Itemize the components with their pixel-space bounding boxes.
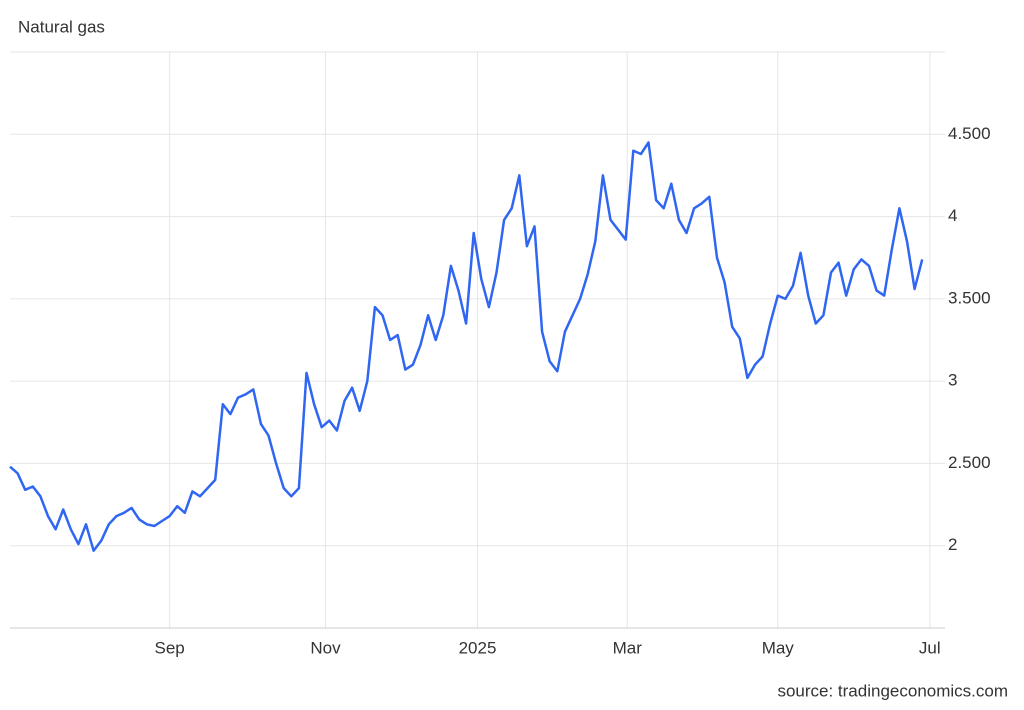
x-tick-label: Nov [310,638,341,657]
x-tick-label: Sep [155,638,185,657]
source: source: tradingeconomics.com [777,681,1008,700]
y-tick-label: 2.500 [948,453,991,472]
x-tick-label: 2025 [459,638,497,657]
y-tick-label: 4 [948,206,957,225]
price-line [9,141,924,552]
x-tick-label: Jul [919,638,941,657]
y-tick-label: 3.500 [948,288,991,307]
y-tick-label: 2 [948,535,957,554]
y-tick-label: 3 [948,371,957,390]
chart-title: Natural gas [18,17,105,36]
x-tick-label: May [762,638,795,657]
y-tick-label: 4.500 [948,124,991,143]
x-tick-label: Mar [613,638,643,657]
